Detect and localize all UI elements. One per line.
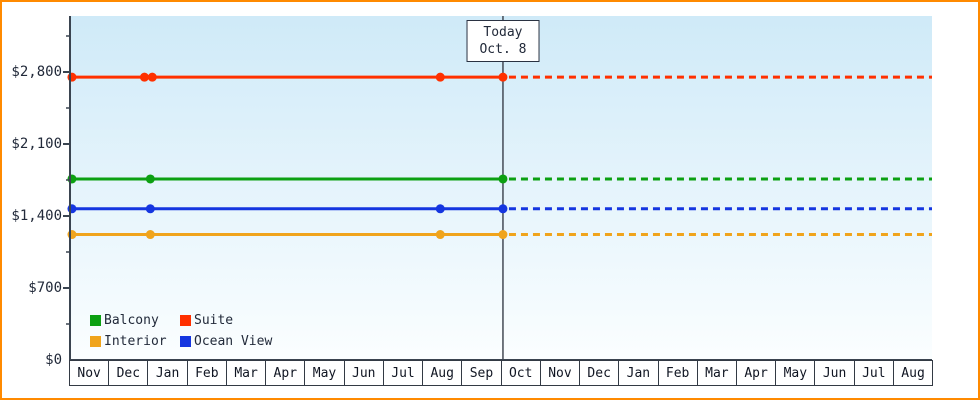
legend-swatch bbox=[90, 336, 101, 347]
month-cell: Aug bbox=[423, 360, 463, 386]
month-cell: Apr bbox=[736, 360, 777, 386]
month-cell: Sep bbox=[462, 360, 502, 386]
month-cell: Nov bbox=[540, 360, 581, 386]
month-axis: Nov Dec Jan Feb Mar Apr May Jun Jul Aug Sep Oct Nov D… bbox=[69, 360, 934, 386]
legend-label: Suite bbox=[194, 313, 234, 328]
y-axis-label: $1,400 bbox=[11, 208, 62, 224]
month-cell: Jan bbox=[619, 360, 659, 386]
month-cell: Oct bbox=[501, 360, 541, 386]
month-cell: Jun bbox=[815, 360, 855, 386]
y-axis-label: $2,800 bbox=[11, 64, 62, 80]
y-axis-label: $2,100 bbox=[11, 136, 62, 152]
legend-label: Ocean View bbox=[194, 334, 273, 349]
month-cell: Jun bbox=[344, 360, 384, 386]
legend-item-suite: Suite bbox=[180, 313, 272, 328]
today-date: Oct. 8 bbox=[479, 42, 527, 57]
legend-item-interior: Interior bbox=[90, 334, 180, 349]
month-cell: Aug bbox=[893, 360, 934, 386]
legend-item-balcony: Balcony bbox=[90, 313, 180, 328]
y-axis-label: $700 bbox=[28, 280, 62, 296]
month-cell: Feb bbox=[658, 360, 698, 386]
month-cell: Jul bbox=[383, 360, 424, 386]
month-cell: May bbox=[776, 360, 816, 386]
month-cell: Dec bbox=[109, 360, 149, 386]
y-axis-label: $0 bbox=[45, 352, 62, 368]
today-box: Today Oct. 8 bbox=[466, 20, 540, 62]
month-cell: Dec bbox=[580, 360, 620, 386]
legend-label: Interior bbox=[104, 334, 167, 349]
month-cell: Feb bbox=[187, 360, 227, 386]
month-cell: Jul bbox=[854, 360, 894, 386]
legend-swatch bbox=[90, 315, 101, 326]
legend-swatch bbox=[180, 315, 191, 326]
month-cell: Mar bbox=[226, 360, 267, 386]
month-cell: Apr bbox=[266, 360, 306, 386]
legend-item-ocean-view: Ocean View bbox=[180, 334, 272, 349]
month-cell: Mar bbox=[697, 360, 737, 386]
legend-swatch bbox=[180, 336, 191, 347]
legend: Balcony Suite Interior Ocean View bbox=[90, 313, 272, 349]
today-label: Today bbox=[483, 25, 523, 40]
legend-label: Balcony bbox=[104, 313, 159, 328]
month-cell: Nov bbox=[69, 360, 110, 386]
month-cell: Jan bbox=[148, 360, 188, 386]
month-cell: May bbox=[305, 360, 345, 386]
